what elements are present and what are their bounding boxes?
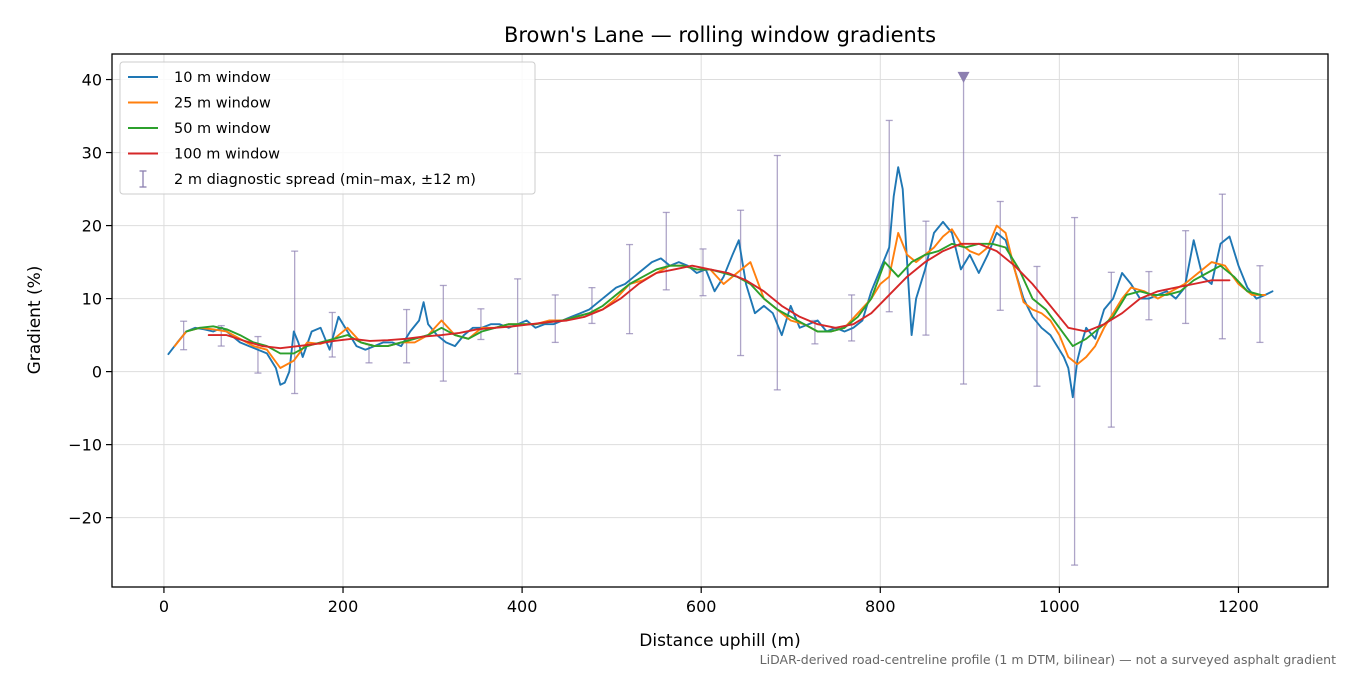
spread-bar bbox=[328, 311, 336, 358]
legend-entry: 25 m window bbox=[128, 96, 271, 112]
legend-entry: 10 m window bbox=[128, 70, 271, 86]
y-tick-label: −10 bbox=[68, 436, 102, 455]
spread-bar bbox=[1256, 265, 1264, 344]
legend-box bbox=[119, 61, 536, 195]
spread-bar bbox=[477, 308, 485, 341]
spread-bar bbox=[773, 154, 781, 391]
y-tick-label: −20 bbox=[68, 509, 102, 528]
spread-bar bbox=[699, 248, 707, 297]
legend-entry: 2 m diagnostic spread (min–max, ±12 m) bbox=[139, 170, 476, 188]
spread-bar bbox=[291, 250, 299, 395]
spread-bar bbox=[996, 200, 1004, 311]
legend: 10 m window 25 m window 50 m window 100 m w… bbox=[119, 61, 536, 195]
spread-bar bbox=[848, 294, 856, 342]
spread-bar bbox=[922, 220, 930, 336]
spread-bar bbox=[737, 209, 745, 357]
chart-title: Brown's Lane — rolling window gradients bbox=[504, 23, 936, 47]
peak-marker-triangle bbox=[957, 71, 970, 83]
footnote: LiDAR-derived road-centreline profile (1… bbox=[760, 652, 1336, 667]
x-tick-label: 1000 bbox=[1039, 597, 1080, 616]
spread-bar bbox=[1182, 230, 1190, 325]
spread-bar bbox=[885, 119, 893, 313]
diagnostic-spread-bars bbox=[180, 75, 1264, 566]
y-axis-title: Gradient (%) bbox=[25, 266, 45, 375]
y-tick-label: 40 bbox=[82, 71, 102, 90]
axes: 0 200 400 600 800 1000 1200 −20 −10 0 10 20 30 40 bbox=[68, 53, 1329, 616]
x-tick-label: 600 bbox=[686, 597, 717, 616]
spread-bar bbox=[626, 243, 634, 335]
series-line-0 bbox=[167, 166, 1274, 399]
y-tick-label: 20 bbox=[82, 217, 102, 236]
series-line-1 bbox=[173, 224, 1267, 369]
spread-bar bbox=[1071, 216, 1079, 566]
legend-label: 50 m window bbox=[174, 121, 271, 137]
legend-label: 100 m window bbox=[174, 147, 280, 163]
x-tick-label: 400 bbox=[507, 597, 538, 616]
x-tick-label: 0 bbox=[159, 597, 169, 616]
y-tick-label: 0 bbox=[92, 363, 102, 382]
spread-bar bbox=[551, 294, 559, 344]
spread-bar bbox=[588, 286, 596, 325]
series-line-3 bbox=[207, 242, 1231, 350]
spread-bar bbox=[1107, 271, 1115, 428]
legend-label: 25 m window bbox=[174, 96, 271, 112]
legend-label: 2 m diagnostic spread (min–max, ±12 m) bbox=[174, 172, 476, 188]
y-tick-label: 30 bbox=[82, 144, 102, 163]
spread-bar bbox=[439, 284, 447, 382]
legend-entry: 50 m window bbox=[128, 121, 271, 137]
y-tick-label: 10 bbox=[82, 290, 102, 309]
plot-frame bbox=[111, 53, 1329, 588]
legend-entry: 100 m window bbox=[128, 147, 280, 163]
x-axis-title: Distance uphill (m) bbox=[639, 631, 800, 651]
x-tick-label: 1200 bbox=[1218, 597, 1259, 616]
legend-label: 10 m window bbox=[174, 70, 271, 86]
peak-marker bbox=[957, 71, 970, 83]
series-lines bbox=[167, 166, 1274, 399]
x-tick-label: 200 bbox=[328, 597, 359, 616]
spread-bar bbox=[1033, 265, 1041, 387]
spread-bar bbox=[960, 75, 968, 385]
x-tick-label: 800 bbox=[865, 597, 896, 616]
spread-bar bbox=[662, 211, 670, 291]
